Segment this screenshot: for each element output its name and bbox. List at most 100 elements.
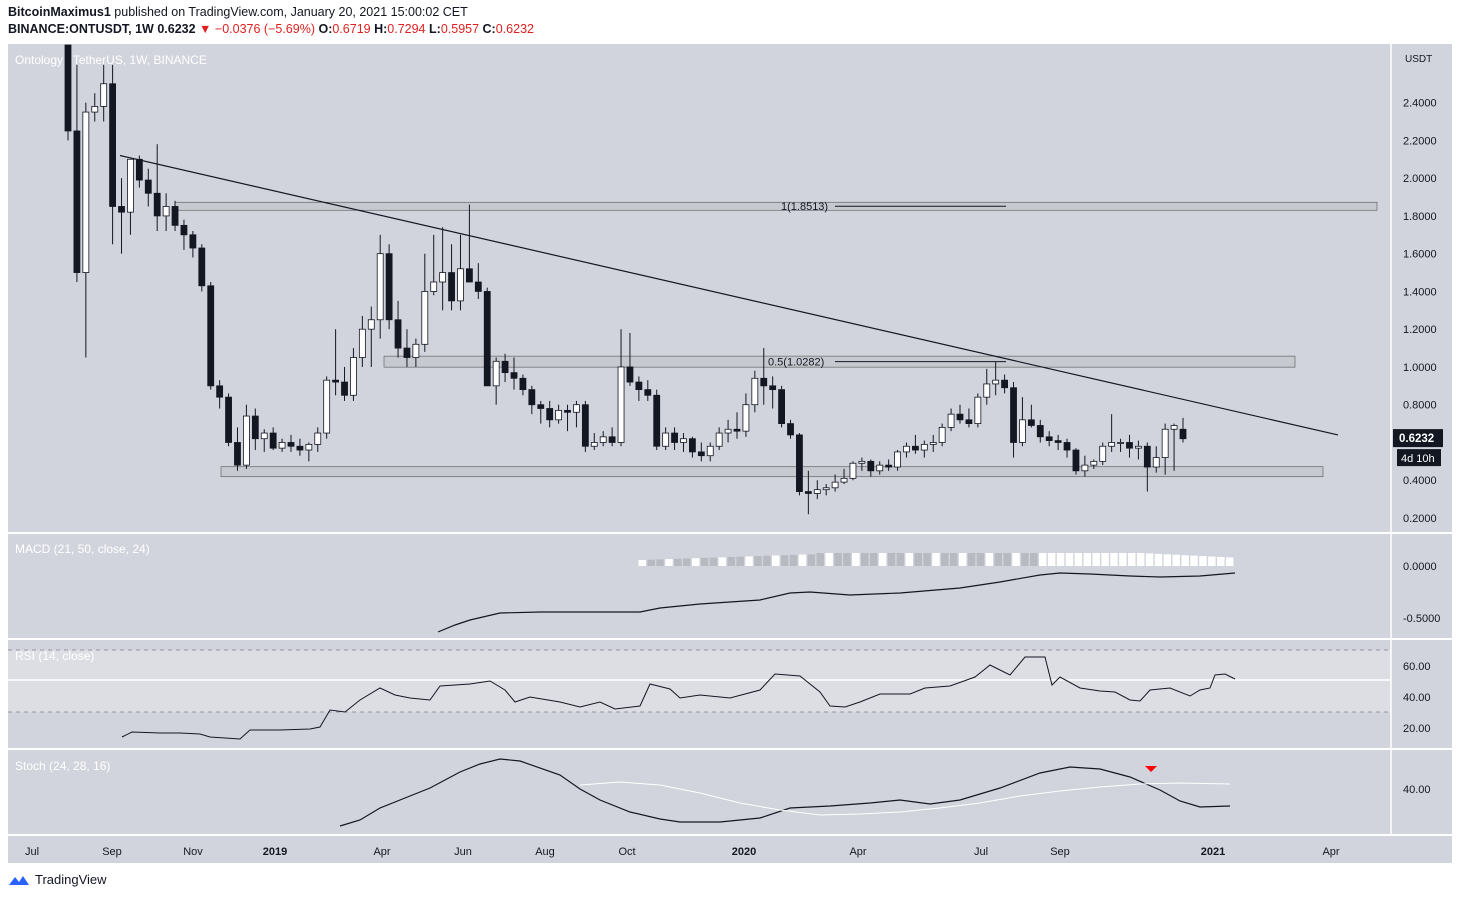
time-tick-label: Nov xyxy=(183,846,203,858)
candle-body xyxy=(1063,442,1071,451)
macd-histogram-bar xyxy=(887,553,896,566)
candle-body xyxy=(341,381,348,396)
rsi-tick-label: 60.00 xyxy=(1403,661,1431,673)
candle-body xyxy=(840,477,848,483)
candle-body xyxy=(1036,425,1044,438)
footer-brand[interactable]: TradingView xyxy=(35,872,107,887)
main-pane-title: Ontology / TetherUS, 1W, BINANCE xyxy=(15,53,207,67)
macd-histogram-bar xyxy=(736,556,744,566)
high-label: H: xyxy=(374,22,388,36)
time-axis-bg xyxy=(8,836,1452,863)
macd-histogram-bar xyxy=(1136,553,1145,566)
rsi-line xyxy=(121,656,1236,740)
macd-histogram-bar xyxy=(1101,553,1109,566)
macd-histogram-bar xyxy=(1056,553,1065,566)
candle-body xyxy=(394,319,402,349)
countdown-text: 4d 10h xyxy=(1401,453,1435,465)
candle-body xyxy=(350,357,357,396)
candle-body xyxy=(278,442,286,449)
candle-body xyxy=(234,442,241,466)
candle-body xyxy=(608,436,616,443)
candle-body xyxy=(599,436,607,443)
candle-body xyxy=(519,377,527,391)
candle-body xyxy=(938,426,946,443)
macd-title: MACD (21, 50, close, 24) xyxy=(15,542,150,556)
last-price-badge xyxy=(1393,429,1443,448)
candle-body xyxy=(662,432,670,447)
macd-histogram-bar xyxy=(950,553,958,566)
candle-body xyxy=(992,379,1000,385)
candle-body xyxy=(680,438,687,443)
rsi-band xyxy=(8,650,1391,712)
candle-body xyxy=(1019,419,1026,443)
macd-histogram-bar xyxy=(1074,553,1083,566)
macd-histogram-bar xyxy=(647,559,655,566)
time-tick-label: 2020 xyxy=(732,846,756,858)
publish-info: BitcoinMaximus1 published on TradingView… xyxy=(8,5,468,19)
stoch-k-line xyxy=(339,758,1231,827)
candle-body xyxy=(1099,445,1107,462)
price-tick-label: 1.4000 xyxy=(1403,286,1437,298)
descending-trendline xyxy=(119,154,1339,436)
candle-body xyxy=(903,445,910,453)
candle-body xyxy=(242,415,250,466)
macd-histogram-bar xyxy=(1172,554,1180,566)
macd-histogram-bar xyxy=(1163,554,1172,566)
candle-body xyxy=(564,409,571,413)
stoch-axis-bg xyxy=(1391,750,1452,834)
macd-histogram-bar xyxy=(834,553,842,566)
candle-body xyxy=(528,389,536,406)
time-tick-label: Apr xyxy=(373,846,390,858)
candle-body xyxy=(920,443,928,451)
author-name[interactable]: BitcoinMaximus1 xyxy=(8,5,111,19)
macd-histogram-bar xyxy=(958,553,967,566)
candle-body xyxy=(546,408,554,421)
macd-histogram-bar xyxy=(1199,556,1207,566)
candle-body xyxy=(822,487,830,491)
price-unit-label: USDT xyxy=(1405,54,1432,65)
fib-level-label: 1(1.8513) xyxy=(781,201,828,213)
macd-histogram-bar xyxy=(780,555,789,566)
candle-body xyxy=(590,442,598,447)
stoch-d-line xyxy=(579,781,1231,816)
macd-histogram-bar xyxy=(718,557,727,566)
candle-body xyxy=(358,328,366,358)
macd-histogram-bar xyxy=(1003,553,1011,566)
candle-body xyxy=(225,396,232,443)
candle-body xyxy=(1027,419,1035,426)
candle-body xyxy=(153,192,161,217)
macd-histogram-bar xyxy=(852,553,860,566)
candle-body xyxy=(1117,442,1124,444)
candle-body xyxy=(296,445,304,451)
rsi-tick-label: 40.00 xyxy=(1403,692,1431,704)
macd-histogram-bar xyxy=(1092,553,1100,566)
macd-histogram-bar xyxy=(1110,553,1118,566)
stoch-title: Stoch (24, 28, 16) xyxy=(15,759,110,773)
macd-histogram-bar xyxy=(816,553,824,566)
macd-histogram-bar xyxy=(1065,553,1074,566)
macd-histogram-bar xyxy=(798,554,807,566)
candle-body xyxy=(1001,379,1008,389)
macd-histogram-bar xyxy=(754,556,762,566)
candle-body xyxy=(733,428,741,432)
candle-body xyxy=(421,291,429,345)
macd-histogram-bar xyxy=(1047,553,1056,566)
macd-histogram-bar xyxy=(861,553,869,566)
candle-body xyxy=(1170,425,1178,430)
candle-body xyxy=(1108,442,1116,447)
candle-body xyxy=(555,409,562,421)
macd-histogram-bar xyxy=(656,559,664,566)
candle-body xyxy=(912,445,919,451)
candle-body xyxy=(100,83,108,107)
last-price: 0.6232 xyxy=(157,22,196,36)
price-tick-label: 1.6000 xyxy=(1403,249,1437,261)
candle-body xyxy=(109,83,116,207)
candle-body xyxy=(537,404,545,409)
macd-histogram-bar xyxy=(1190,555,1198,566)
candle-body xyxy=(858,460,866,464)
macd-histogram-bar xyxy=(745,556,753,566)
time-tick-label: Sep xyxy=(102,846,122,858)
low-label: L: xyxy=(429,22,441,36)
macd-histogram-bar xyxy=(1217,557,1225,566)
